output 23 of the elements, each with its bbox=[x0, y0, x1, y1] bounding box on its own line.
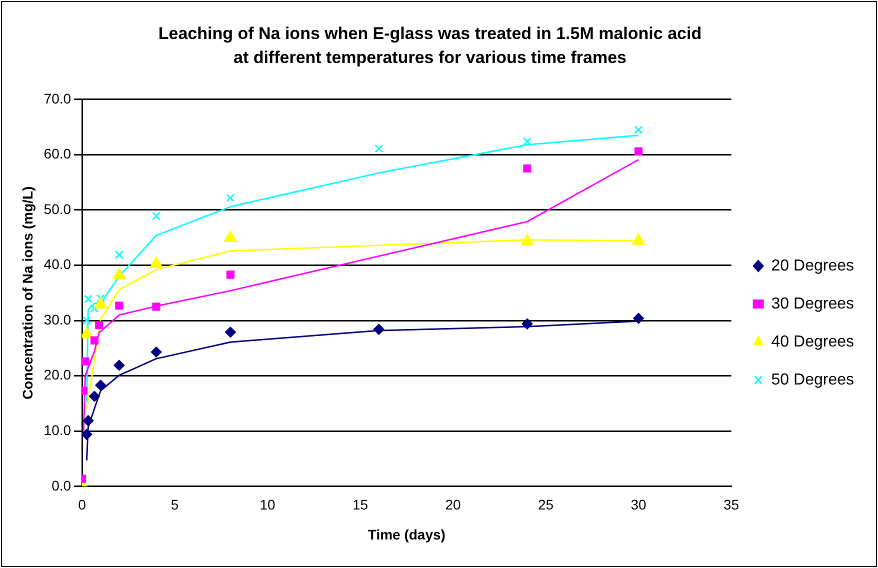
y-axis-title: Concentration of Na ions (mg/L) bbox=[19, 186, 36, 400]
x-tick-label: 5 bbox=[170, 496, 179, 513]
x-tick-label: 30 bbox=[630, 496, 647, 513]
y-tick-label: 40.0 bbox=[44, 256, 72, 272]
legend-label: 20 Degrees bbox=[771, 257, 854, 274]
x-axis-title: Time (days) bbox=[368, 526, 446, 542]
legend-label: 40 Degrees bbox=[771, 333, 854, 350]
y-tick-label: 70.0 bbox=[44, 90, 72, 106]
y-tick-label: 0.0 bbox=[52, 477, 72, 494]
y-tick-label: 10.0 bbox=[44, 422, 72, 438]
y-tick-label: 50.0 bbox=[44, 200, 72, 217]
x-tick-label: 20 bbox=[445, 496, 462, 513]
legend-label: 30 Degrees bbox=[771, 295, 854, 312]
x-tick-label: 35 bbox=[723, 496, 740, 513]
x-tick-label: 10 bbox=[260, 496, 276, 513]
x-tick-label: 15 bbox=[352, 496, 368, 513]
x-tick-label: 0 bbox=[78, 496, 86, 513]
legend-label: 50 Degrees bbox=[771, 371, 854, 388]
y-tick-label: 60.0 bbox=[44, 146, 72, 162]
chart-title: Leaching of Na ions when E-glass was treated in 1.5M malonic acid at different temperatures for various time frames bbox=[157, 23, 703, 69]
y-tick-label: 30.0 bbox=[44, 311, 72, 328]
y-tick-label: 20.0 bbox=[44, 366, 72, 383]
x-tick-label: 25 bbox=[538, 496, 554, 513]
